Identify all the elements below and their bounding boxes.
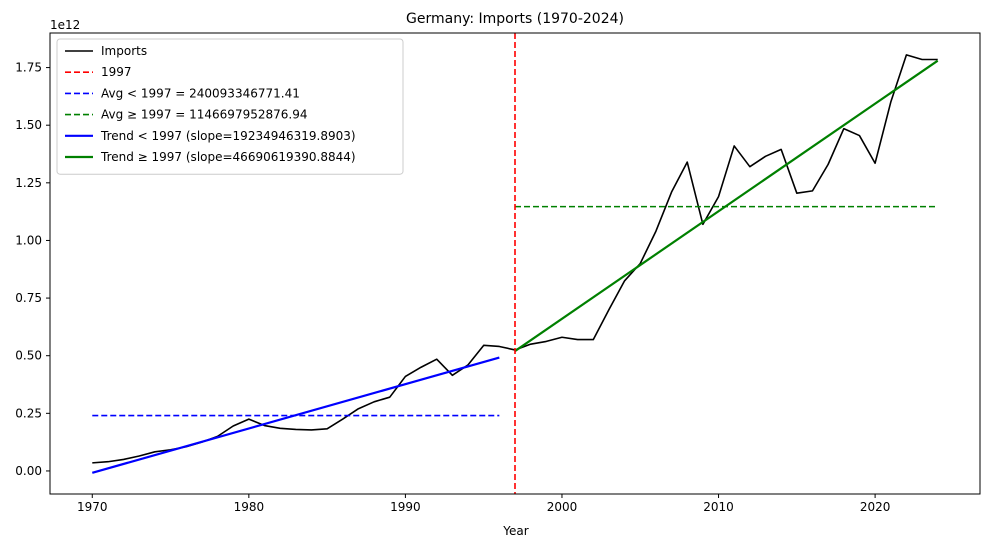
y-axis-ticks: 0.00 0.25 0.50 0.75 1.00 1.25 1.50 1.75 — [15, 61, 50, 478]
y-tick-label: 1.75 — [15, 61, 42, 75]
x-tick-label: 2010 — [703, 500, 734, 514]
y-tick-label: 1.50 — [15, 118, 42, 132]
chart-title: Germany: Imports (1970-2024) — [406, 11, 624, 27]
plot-frame — [49, 32, 981, 495]
y-tick-label: 0.25 — [15, 406, 42, 420]
y-tick-label: 1.25 — [15, 176, 42, 190]
legend-entry-2: Avg < 1997 = 240093346771.41 — [101, 86, 300, 100]
legend-entry-3: Avg ≥ 1997 = 1146697952876.94 — [101, 108, 307, 122]
legend-entry-4: Trend < 1997 (slope=19234946319.8903) — [100, 129, 356, 143]
legend-entry-1: 1997 — [101, 65, 132, 79]
y-axis-scale-label: 1e12 — [50, 18, 80, 32]
y-tick-label: 1.00 — [15, 233, 42, 247]
y-tick-label: 0.00 — [15, 464, 42, 478]
x-tick-label: 2000 — [547, 500, 578, 514]
y-tick-label: 0.75 — [15, 291, 42, 305]
legend-entry-0: Imports — [101, 44, 147, 58]
x-axis-label: Year — [502, 524, 528, 538]
x-axis-ticks: 1970 1980 1990 2000 2010 2020 — [77, 494, 890, 514]
y-tick-label: 0.50 — [15, 349, 42, 363]
legend-box — [56, 38, 404, 175]
plot-area — [49, 32, 981, 495]
legend-entry-5: Trend ≥ 1997 (slope=46690619390.8844) — [100, 150, 356, 164]
x-tick-label: 1970 — [77, 500, 108, 514]
legend: Imports 1997 Avg < 1997 = 240093346771.41 A… — [56, 38, 404, 175]
x-tick-label: 2020 — [860, 500, 891, 514]
x-tick-label: 1990 — [390, 500, 421, 514]
x-tick-label: 1980 — [234, 500, 265, 514]
